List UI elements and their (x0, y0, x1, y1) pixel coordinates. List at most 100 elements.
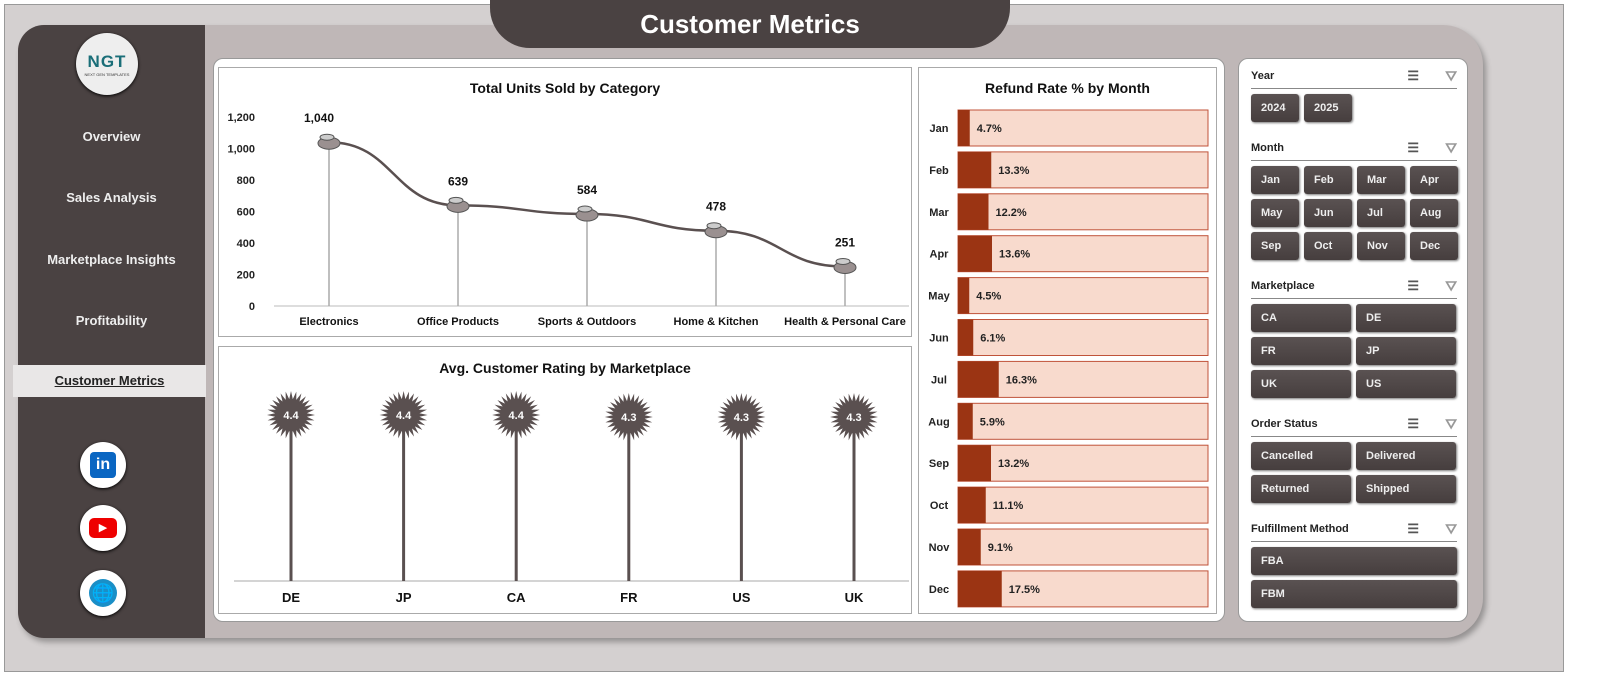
rating-star (492, 391, 541, 439)
globe-icon[interactable]: 🌐 (80, 570, 126, 616)
x-tick: Office Products (417, 316, 499, 328)
y-tick: Mar (929, 207, 949, 219)
slicer-button[interactable]: Jun (1304, 199, 1352, 227)
multi-select-icon[interactable]: ☰ (1407, 140, 1419, 155)
slicer-button[interactable]: CA (1251, 304, 1351, 332)
clear-filter-icon[interactable]: ⛛ (1445, 416, 1457, 432)
clear-filter-icon[interactable]: ⛛ (1445, 68, 1457, 84)
bar (958, 235, 992, 272)
linkedin-icon[interactable]: in (80, 442, 126, 488)
x-tick: FR (620, 590, 638, 605)
clear-filter-icon[interactable]: ⛛ (1445, 521, 1457, 537)
data-label: 584 (577, 183, 597, 197)
slicer-title: Month (1251, 142, 1284, 154)
slicer-button[interactable]: Dec (1410, 232, 1458, 260)
data-label: 4.5% (976, 291, 1001, 303)
slicer-button[interactable]: Apr (1410, 166, 1458, 194)
rating-star (267, 391, 315, 439)
bar (958, 487, 986, 524)
slicer-button[interactable]: Sep (1251, 232, 1299, 260)
data-label: 4.3 (621, 412, 636, 424)
rating-star (717, 393, 766, 441)
bar (958, 110, 970, 146)
bar (958, 151, 992, 188)
data-label: 11.1% (993, 500, 1024, 512)
y-tick: Jun (929, 333, 949, 345)
nav-profitability[interactable]: Profitability (75, 313, 148, 328)
multi-select-icon[interactable]: ☰ (1407, 521, 1419, 536)
slicer-button[interactable]: Shipped (1356, 475, 1456, 503)
data-label: 1,040 (304, 111, 334, 125)
y-tick: Feb (929, 165, 949, 177)
slicer-button[interactable]: Delivered (1356, 442, 1456, 470)
coin-icon (577, 205, 593, 213)
slicer-button[interactable]: US (1356, 370, 1456, 398)
nav-customer-metrics[interactable]: Customer Metrics (13, 365, 206, 397)
bar-track (957, 528, 1209, 566)
x-tick: Home & Kitchen (674, 316, 759, 328)
rating-chart: Avg. Customer Rating by Marketplace 4.4 D… (218, 346, 912, 614)
refund-chart-title: Refund Rate % by Month (985, 80, 1150, 96)
units-chart: Total Units Sold by Category 0 200 400 600 8… (218, 67, 912, 337)
slicer-button[interactable]: Aug (1410, 199, 1458, 227)
y-tick: Oct (930, 500, 949, 512)
data-label: 4.4 (509, 410, 525, 422)
slicer-title: Marketplace (1251, 280, 1315, 292)
clear-filter-icon[interactable]: ⛛ (1445, 140, 1457, 156)
data-label: 5.9% (980, 416, 1005, 428)
slicer-button[interactable]: Nov (1357, 232, 1405, 260)
rating-chart-title: Avg. Customer Rating by Marketplace (439, 360, 691, 376)
multi-select-icon[interactable]: ☰ (1407, 68, 1419, 83)
logo: NGT NEXT GEN TEMPLATES (76, 33, 138, 95)
slicer-button[interactable]: FR (1251, 337, 1351, 365)
y-tick: Jul (931, 374, 947, 386)
x-tick: JP (396, 590, 412, 605)
y-tick: 200 (237, 270, 255, 282)
rating-star (604, 393, 653, 441)
bar-track (957, 319, 1209, 356)
bar (958, 277, 970, 314)
y-tick: 800 (237, 175, 255, 187)
data-label: 13.3% (998, 165, 1029, 177)
data-label: 4.4 (396, 410, 412, 422)
y-tick: Dec (929, 584, 949, 596)
slicer-button[interactable]: Oct (1304, 232, 1352, 260)
slicer-button[interactable]: JP (1356, 337, 1456, 365)
slicer-button[interactable]: Mar (1357, 166, 1405, 194)
x-tick: US (732, 590, 750, 605)
bar (958, 361, 999, 398)
slicer-button[interactable]: DE (1356, 304, 1456, 332)
coin-icon (448, 196, 464, 204)
data-label: 251 (835, 235, 855, 249)
slicer-button[interactable]: FBA (1251, 547, 1457, 575)
clear-filter-icon[interactable]: ⛛ (1445, 278, 1457, 294)
slicer-button[interactable]: Jul (1357, 199, 1405, 227)
nav-overview[interactable]: Overview (82, 129, 141, 144)
multi-select-icon[interactable]: ☰ (1407, 416, 1419, 431)
x-tick: UK (845, 590, 864, 605)
youtube-icon[interactable]: ▶ (80, 505, 126, 551)
slicer-button[interactable]: Jan (1251, 166, 1299, 194)
slicer-button[interactable]: Cancelled (1251, 442, 1351, 470)
data-label: 16.3% (1006, 374, 1037, 386)
coin-icon (319, 133, 335, 141)
slicer-header: Month ☰ ⛛ (1251, 139, 1457, 161)
slicer-button[interactable]: Returned (1251, 475, 1351, 503)
slicer-header: Year ☰ ⛛ (1251, 67, 1457, 89)
nav-marketplace-insights[interactable]: Marketplace Insights (47, 252, 176, 267)
bar-track (957, 235, 1209, 273)
slicer-button[interactable]: FBM (1251, 580, 1457, 608)
y-tick: Nov (929, 542, 951, 554)
data-label: 4.7% (977, 123, 1002, 135)
data-label: 4.4 (283, 410, 299, 422)
nav-sales-analysis[interactable]: Sales Analysis (66, 190, 157, 205)
multi-select-icon[interactable]: ☰ (1407, 278, 1419, 293)
data-label: 13.2% (998, 458, 1029, 470)
data-label: 4.3 (734, 412, 749, 424)
slicer-button[interactable]: 2025 (1304, 94, 1352, 122)
slicer-button[interactable]: Feb (1304, 166, 1352, 194)
slicer-button[interactable]: 2024 (1251, 94, 1299, 122)
data-label: 6.1% (980, 333, 1005, 345)
slicer-button[interactable]: UK (1251, 370, 1351, 398)
slicer-button[interactable]: May (1251, 199, 1299, 227)
